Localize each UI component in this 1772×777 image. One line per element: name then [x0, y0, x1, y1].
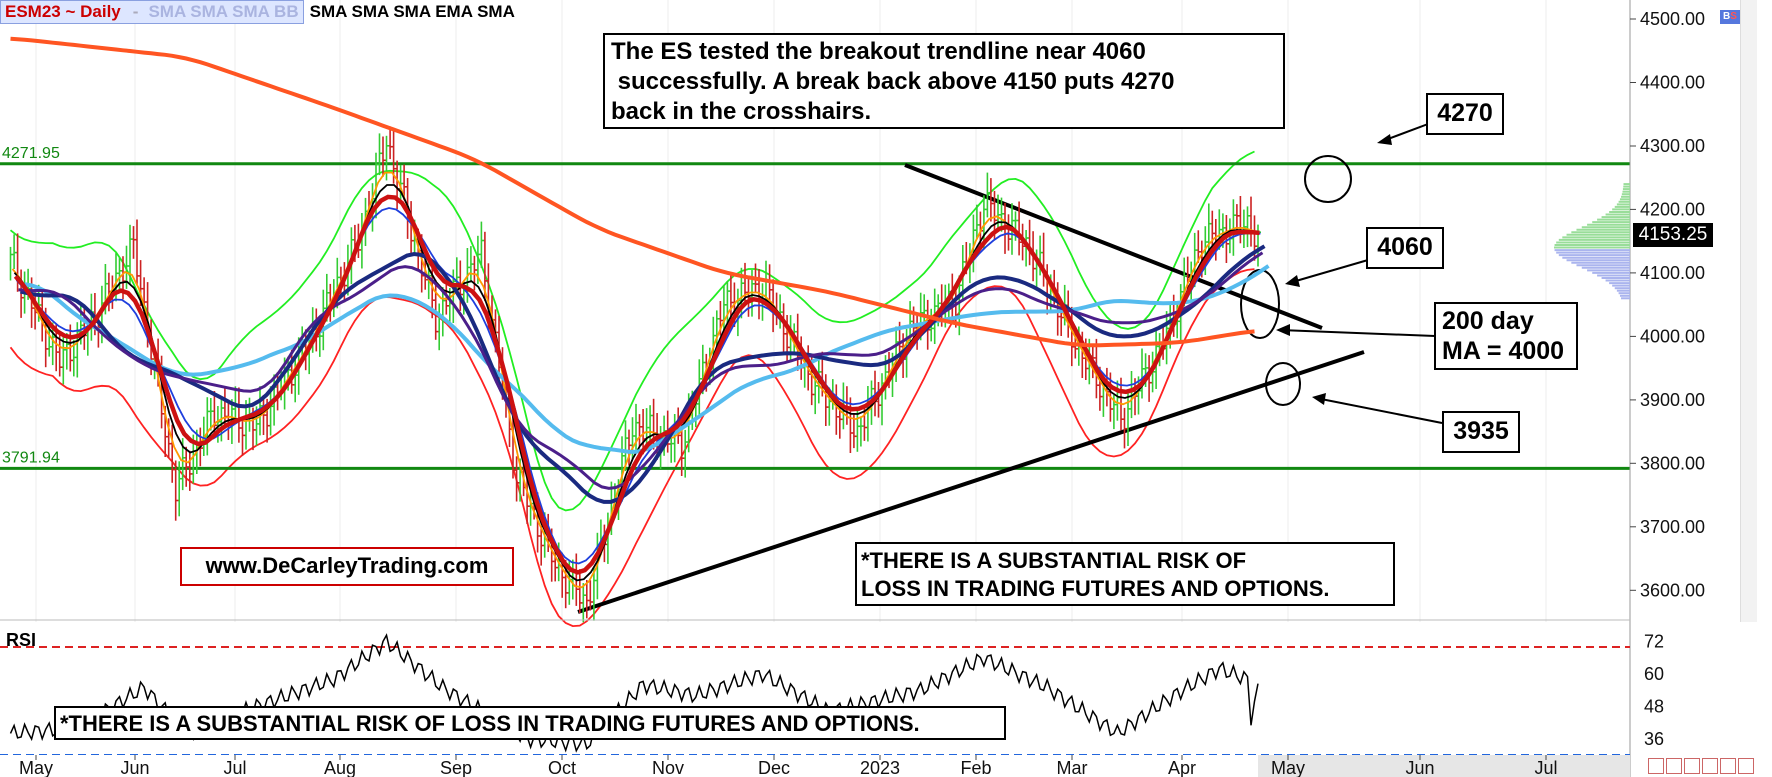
rsi-tick-label: 72 [1644, 632, 1664, 652]
arrowhead-4060 [1285, 275, 1300, 287]
label-4060: 4060 [1366, 227, 1444, 269]
chart-header: ESM23 ~ Daily - SMA SMA SMA BB SMA SMA S… [0, 0, 515, 24]
x-tick-label: Aug [324, 758, 356, 777]
y-tick-label: 3800.00 [1640, 453, 1705, 473]
symbol-label: ESM23 ~ Daily [5, 2, 121, 21]
y-tick-label: 4500.00 [1640, 9, 1705, 29]
x-tick-label: May [1271, 758, 1305, 777]
level-label: 4271.95 [2, 145, 60, 162]
arrowhead-3935 [1312, 393, 1326, 405]
ema-purple [18, 251, 1264, 490]
circle-4270 [1304, 155, 1352, 203]
lower-trendline [577, 350, 1365, 614]
level-label: 3791.94 [2, 449, 60, 466]
nav-button[interactable] [1702, 758, 1718, 774]
arrow-3935 [1315, 397, 1443, 424]
y-tick-label: 4400.00 [1640, 73, 1705, 93]
rsi-tick-label: 48 [1644, 696, 1664, 716]
sma-navy [20, 244, 1266, 504]
rsi-tick-label: 60 [1644, 664, 1664, 684]
time-axis-bg [0, 755, 1630, 777]
upper-trendline [904, 163, 1323, 330]
y-tick-label: 4200.00 [1640, 199, 1705, 219]
x-tick-label: Jun [1405, 758, 1434, 777]
risk-disclaimer-rsi: *THERE IS A SUBSTANTIAL RISK OF LOSS IN … [54, 706, 1006, 740]
studies-boxed: SMA SMA SMA BB [148, 2, 299, 21]
trendlines [577, 123, 1443, 614]
y-tick-label: 3600.00 [1640, 580, 1705, 600]
nav-button[interactable] [1666, 758, 1682, 774]
label-3935: 3935 [1442, 411, 1520, 453]
x-tick-label: Nov [652, 758, 684, 777]
studies-box[interactable]: ESM23 ~ Daily - SMA SMA SMA BB [0, 0, 304, 24]
x-tick-label: Dec [758, 758, 790, 777]
x-tick-label: Apr [1168, 758, 1196, 777]
x-tick-label: Jul [1534, 758, 1557, 777]
x-tick-label: Jul [223, 758, 246, 777]
level-lines: 4271.95 3791.94 [0, 145, 1630, 470]
label-200-day: 200 day MA = 4000 [1434, 302, 1578, 370]
nav-button[interactable] [1684, 758, 1700, 774]
axis-scrollbar[interactable] [1740, 0, 1757, 622]
nav-button[interactable] [1738, 758, 1754, 774]
sma-red [13, 194, 1260, 575]
header-sep: - [132, 2, 139, 21]
arrow-4060 [1288, 259, 1369, 284]
price-axis: 4500.00 4400.00 4300.00 4200.00 4100.00 4000.… [1554, 0, 1705, 777]
last-price-tag: 4153.25 [1633, 223, 1713, 247]
rsi-label: RSI [6, 630, 37, 650]
circle-3935 [1265, 362, 1301, 406]
sma-orange [11, 171, 1257, 589]
y-tick-label: 3700.00 [1640, 517, 1705, 537]
y-tick-label: 4300.00 [1640, 136, 1705, 156]
note-main: The ES tested the breakout trendline nea… [603, 33, 1285, 129]
x-tick-label: Jun [120, 758, 149, 777]
x-tick-label: Sep [440, 758, 472, 777]
y-tick-label: 4100.00 [1640, 263, 1705, 283]
price-bars [9, 126, 1261, 623]
arrow-200 [1279, 329, 1436, 337]
x-tick-label: May [19, 758, 53, 777]
website-label: www.DeCarleyTrading.com [180, 547, 514, 586]
rsi-tick-label: 36 [1644, 729, 1664, 749]
y-tick-label: 4000.00 [1640, 326, 1705, 346]
nav-buttons [1648, 758, 1754, 774]
arrowhead-200 [1276, 324, 1290, 336]
time-axis-future [1258, 755, 1630, 777]
label-4270: 4270 [1426, 93, 1504, 135]
nav-button[interactable] [1720, 758, 1736, 774]
arrowhead-4270 [1377, 134, 1392, 145]
bollinger-lower [9, 268, 1255, 628]
moving-averages [10, 36, 1270, 589]
x-tick-label: Feb [960, 758, 991, 777]
bs-icon[interactable]: BS [1720, 10, 1740, 24]
nav-button[interactable] [1648, 758, 1664, 774]
ma-200-day [10, 36, 1255, 348]
x-tick-label: Mar [1057, 758, 1088, 777]
risk-disclaimer-main: *THERE IS A SUBSTANTIAL RISK OF LOSS IN … [855, 542, 1395, 606]
time-axis: May Jun Jul Aug Sep Oct Nov Dec 2023 Feb Mar Apr May… [0, 755, 1630, 777]
x-tick-label: Oct [548, 758, 576, 777]
x-tick-label: 2023 [860, 758, 900, 777]
studies-tail: SMA SMA SMA EMA SMA [309, 2, 515, 21]
y-tick-label: 3900.00 [1640, 390, 1705, 410]
